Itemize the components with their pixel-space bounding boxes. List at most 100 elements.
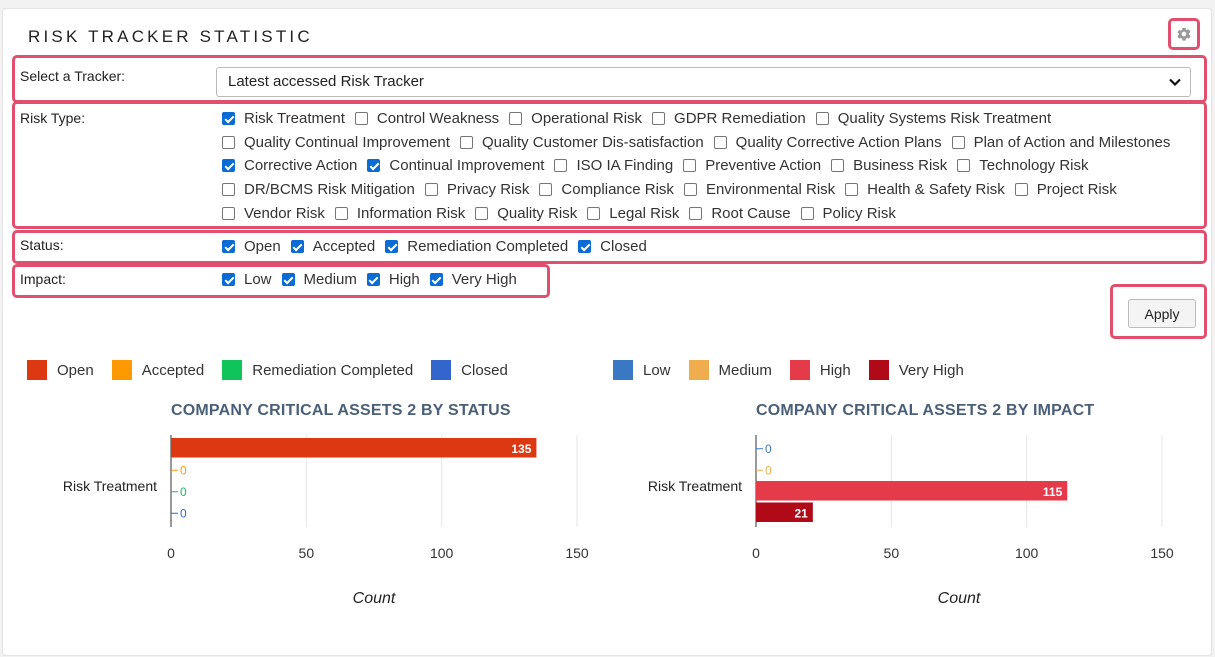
x-tick-label: 0	[752, 545, 760, 561]
apply-button[interactable]: Apply	[1128, 299, 1196, 328]
risk-type-health-safety-risk-checkbox[interactable]	[845, 183, 859, 196]
risk-type-privacy-risk-checkbox[interactable]	[424, 183, 438, 196]
status-closed-checkbox[interactable]	[578, 240, 592, 253]
risk-type-information-risk-option[interactable]: Information Risk	[334, 205, 465, 222]
impact-high-checkbox[interactable]	[366, 273, 380, 286]
risk-type-technology-risk-option[interactable]: Technology Risk	[957, 157, 1089, 174]
risk-type-highlight	[12, 101, 1207, 229]
tracker-select[interactable]: Latest accessed Risk Tracker	[216, 67, 1191, 97]
risk-type-quality-risk-checkbox[interactable]	[475, 207, 489, 220]
status-accepted-checkbox[interactable]	[290, 240, 304, 253]
impact-low-option[interactable]: Low	[222, 271, 272, 288]
status-remediation-completed-label: Remediation Completed	[407, 238, 569, 255]
risk-type-project-risk-checkbox[interactable]	[1014, 183, 1028, 196]
status-open-option[interactable]: Open	[222, 238, 281, 255]
impact-very-high-option[interactable]: Very High	[429, 271, 517, 288]
risk-type-policy-risk-option[interactable]: Policy Risk	[800, 205, 896, 222]
risk-type-gdpr-remediation-option[interactable]: GDPR Remediation	[652, 110, 806, 127]
legend-swatch	[431, 360, 452, 380]
settings-button[interactable]	[1168, 18, 1200, 50]
risk-type-preventive-action-checkbox[interactable]	[683, 159, 697, 172]
risk-type-quality-customer-dis-satisfaction-option[interactable]: Quality Customer Dis-satisfaction	[459, 134, 704, 151]
risk-type-corrective-action-checkbox[interactable]	[222, 159, 235, 172]
risk-type-operational-risk-checkbox[interactable]	[509, 112, 523, 125]
risk-type-control-weakness-checkbox[interactable]	[354, 112, 368, 125]
risk-type-business-risk-option[interactable]: Business Risk	[831, 157, 947, 174]
risk-type-project-risk-label: Project Risk	[1036, 181, 1117, 198]
risk-type-gdpr-remediation-checkbox[interactable]	[652, 112, 666, 125]
legend-label: Medium	[718, 361, 772, 379]
risk-type-control-weakness-option[interactable]: Control Weakness	[354, 110, 499, 127]
risk-type-business-risk-checkbox[interactable]	[831, 159, 845, 172]
risk-type-legal-risk-checkbox[interactable]	[587, 207, 601, 220]
risk-type-iso-ia-finding-option[interactable]: ISO IA Finding	[554, 157, 673, 174]
risk-type-plan-of-action-and-milestones-option[interactable]: Plan of Action and Milestones	[951, 134, 1170, 151]
risk-type-vendor-risk-checkbox[interactable]	[222, 207, 235, 220]
risk-type-iso-ia-finding-checkbox[interactable]	[554, 159, 568, 172]
risk-type-continual-improvement-checkbox[interactable]	[367, 159, 381, 172]
risk-tracker-panel	[2, 8, 1212, 656]
risk-type-quality-risk-option[interactable]: Quality Risk	[475, 205, 577, 222]
risk-type-compliance-risk-checkbox[interactable]	[539, 183, 553, 196]
risk-type-quality-continual-improvement-option[interactable]: Quality Continual Improvement	[222, 134, 450, 151]
risk-type-quality-systems-risk-treatment-option[interactable]: Quality Systems Risk Treatment	[815, 110, 1051, 127]
risk-type-environmental-risk-checkbox[interactable]	[683, 183, 697, 196]
risk-type-root-cause-checkbox[interactable]	[689, 207, 703, 220]
risk-type-legal-risk-option[interactable]: Legal Risk	[587, 205, 679, 222]
status-open-checkbox[interactable]	[222, 240, 235, 253]
legend-label: Very High	[898, 361, 964, 379]
impact-chart: 0 50 100 150 Risk Treatment 0 0 115 21 Count	[648, 435, 1174, 607]
risk-type-root-cause-option[interactable]: Root Cause	[689, 205, 791, 222]
risk-type-risk-treatment-checkbox[interactable]	[222, 112, 235, 125]
impact-high-label: High	[388, 271, 420, 288]
risk-type-quality-corrective-action-plans-checkbox[interactable]	[713, 136, 727, 149]
x-tick-label: 100	[1015, 545, 1039, 561]
risk-type-quality-continual-improvement-checkbox[interactable]	[222, 136, 235, 149]
risk-type-preventive-action-option[interactable]: Preventive Action	[683, 157, 821, 174]
status-remediation-completed-option[interactable]: Remediation Completed	[385, 238, 568, 255]
risk-type-risk-treatment-option[interactable]: Risk Treatment	[222, 110, 345, 127]
risk-type-environmental-risk-option[interactable]: Environmental Risk	[683, 181, 835, 198]
risk-type-quality-customer-dis-satisfaction-checkbox[interactable]	[459, 136, 473, 149]
risk-type-project-risk-option[interactable]: Project Risk	[1014, 181, 1117, 198]
risk-type-dr-bcms-risk-mitigation-checkbox[interactable]	[222, 183, 235, 196]
risk-type-operational-risk-option[interactable]: Operational Risk	[509, 110, 642, 127]
risk-type-quality-systems-risk-treatment-checkbox[interactable]	[815, 112, 829, 125]
impact-low-checkbox[interactable]	[222, 273, 235, 286]
legend-label: Open	[57, 361, 94, 379]
risk-type-preventive-action-label: Preventive Action	[705, 157, 822, 174]
status-label: Status:	[20, 237, 64, 253]
risk-type-health-safety-risk-option[interactable]: Health & Safety Risk	[845, 181, 1005, 198]
risk-type-health-safety-risk-label: Health & Safety Risk	[867, 181, 1005, 198]
bar-value-label: 135	[511, 442, 531, 456]
risk-type-quality-corrective-action-plans-option[interactable]: Quality Corrective Action Plans	[713, 134, 942, 151]
legend-item-open: Open	[27, 360, 94, 380]
bar-value-label: 115	[1043, 485, 1063, 499]
impact-high-option[interactable]: High	[366, 271, 420, 288]
risk-type-dr-bcms-risk-mitigation-option[interactable]: DR/BCMS Risk Mitigation	[222, 181, 415, 198]
risk-type-information-risk-checkbox[interactable]	[334, 207, 348, 220]
legend-item-accepted: Accepted	[111, 360, 204, 380]
status-accepted-option[interactable]: Accepted	[290, 238, 376, 255]
bar-value-label: 0	[180, 506, 187, 520]
legend-item-very-high: Very High	[868, 360, 964, 380]
legend-swatch	[868, 360, 889, 380]
bar-value-label: 21	[794, 506, 808, 520]
impact-medium-option[interactable]: Medium	[281, 271, 357, 288]
risk-type-plan-of-action-and-milestones-checkbox[interactable]	[951, 136, 965, 149]
apply-highlight	[1110, 284, 1207, 339]
risk-type-technology-risk-checkbox[interactable]	[957, 159, 971, 172]
legend-item-remediation-completed: Remediation Completed	[222, 360, 413, 380]
risk-type-vendor-risk-option[interactable]: Vendor Risk	[222, 205, 325, 222]
status-accepted-label: Accepted	[312, 238, 376, 255]
risk-type-continual-improvement-option[interactable]: Continual Improvement	[367, 157, 544, 174]
status-closed-option[interactable]: Closed	[578, 238, 647, 255]
status-remediation-completed-checkbox[interactable]	[385, 240, 399, 253]
risk-type-privacy-risk-option[interactable]: Privacy Risk	[424, 181, 529, 198]
risk-type-compliance-risk-option[interactable]: Compliance Risk	[539, 181, 674, 198]
risk-type-corrective-action-option[interactable]: Corrective Action	[222, 157, 357, 174]
impact-very-high-checkbox[interactable]	[429, 273, 443, 286]
risk-type-policy-risk-checkbox[interactable]	[800, 207, 814, 220]
risk-type-quality-risk-label: Quality Risk	[497, 205, 578, 222]
impact-medium-checkbox[interactable]	[281, 273, 295, 286]
